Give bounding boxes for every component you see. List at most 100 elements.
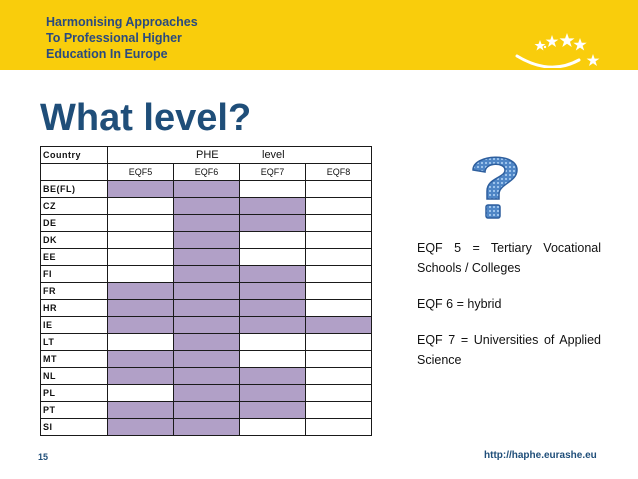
level-cell-eqf7 xyxy=(239,367,306,385)
level-cell-eqf6 xyxy=(173,367,240,385)
level-cell-eqf6 xyxy=(173,316,240,334)
level-cell-eqf7 xyxy=(239,231,306,249)
level-cell-eqf8 xyxy=(305,299,372,317)
banner-line-1: Harmonising Approaches xyxy=(46,15,198,29)
level-cell-eqf6 xyxy=(173,333,240,351)
level-cell-eqf5 xyxy=(107,316,174,334)
banner-line-3: Education In Europe xyxy=(46,47,168,61)
table-row: CZ xyxy=(40,197,372,215)
level-cell-eqf5 xyxy=(107,333,174,351)
country-cell: SI xyxy=(40,418,108,436)
level-cell-eqf7 xyxy=(239,350,306,368)
level-cell-eqf7 xyxy=(239,282,306,300)
level-cell-eqf6 xyxy=(173,214,240,232)
country-cell: IE xyxy=(40,316,108,334)
table-row: FR xyxy=(40,282,372,300)
level-cell-eqf5 xyxy=(107,299,174,317)
level-cell-eqf8 xyxy=(305,316,372,334)
table-header-row: Country PHE level xyxy=(40,146,372,164)
level-cell-eqf8 xyxy=(305,350,372,368)
country-cell: BE(FL) xyxy=(40,180,108,198)
table-row: EE xyxy=(40,248,372,266)
table-row: MT xyxy=(40,350,372,368)
header-eqf5: EQF5 xyxy=(107,163,174,181)
header-banner: Harmonising Approaches To Professional H… xyxy=(0,0,638,70)
level-cell-eqf8 xyxy=(305,401,372,419)
level-cell-eqf5 xyxy=(107,248,174,266)
level-cell-eqf7 xyxy=(239,333,306,351)
table-row: DK xyxy=(40,231,372,249)
footer-url-link[interactable]: http://haphe.eurashe.eu xyxy=(484,450,597,461)
country-cell: PT xyxy=(40,401,108,419)
header-phe-level: PHE level xyxy=(107,146,372,164)
level-cell-eqf6 xyxy=(173,197,240,215)
country-cell: EE xyxy=(40,248,108,266)
legend-eqf7: EQF 7 = Universities of Applied Science xyxy=(417,333,601,367)
eqf-legend: EQF 5 = Tertiary Vocational Schools / Co… xyxy=(417,238,601,386)
table-row: PT xyxy=(40,401,372,419)
page-number: 15 xyxy=(38,452,49,462)
level-cell-eqf7 xyxy=(239,248,306,266)
table-row: LT xyxy=(40,333,372,351)
country-cell: CZ xyxy=(40,197,108,215)
level-cell-eqf8 xyxy=(305,180,372,198)
country-cell: FR xyxy=(40,282,108,300)
header-eqf8: EQF8 xyxy=(305,163,372,181)
slide-title: What level? xyxy=(40,97,252,139)
level-cell-eqf5 xyxy=(107,350,174,368)
level-cell-eqf6 xyxy=(173,350,240,368)
level-cell-eqf5 xyxy=(107,180,174,198)
banner-line-2: To Professional Higher xyxy=(46,31,182,45)
level-cell-eqf6 xyxy=(173,180,240,198)
level-cell-eqf5 xyxy=(107,231,174,249)
table-row: SI xyxy=(40,418,372,436)
level-cell-eqf6 xyxy=(173,299,240,317)
legend-eqf5: EQF 5 = Tertiary Vocational Schools / Co… xyxy=(417,241,601,275)
country-cell: LT xyxy=(40,333,108,351)
subheader-blank xyxy=(40,163,108,181)
level-cell-eqf8 xyxy=(305,282,372,300)
banner-title: Harmonising Approaches To Professional H… xyxy=(46,14,306,62)
level-cell-eqf5 xyxy=(107,367,174,385)
level-cell-eqf6 xyxy=(173,265,240,283)
level-cell-eqf6 xyxy=(173,231,240,249)
level-cell-eqf8 xyxy=(305,367,372,385)
table-row: FI xyxy=(40,265,372,283)
level-cell-eqf8 xyxy=(305,265,372,283)
table-row: IE xyxy=(40,316,372,334)
level-cell-eqf7 xyxy=(239,214,306,232)
level-cell-eqf5 xyxy=(107,265,174,283)
header-eqf6: EQF6 xyxy=(173,163,240,181)
header-country: Country xyxy=(40,146,108,164)
table-row: DE xyxy=(40,214,372,232)
level-cell-eqf8 xyxy=(305,333,372,351)
level-cell-eqf7 xyxy=(239,180,306,198)
level-cell-eqf5 xyxy=(107,197,174,215)
level-cell-eqf8 xyxy=(305,248,372,266)
header-eqf7: EQF7 xyxy=(239,163,306,181)
country-cell: DE xyxy=(40,214,108,232)
country-cell: FI xyxy=(40,265,108,283)
legend-eqf6: EQF 6 = hybrid xyxy=(417,297,502,311)
level-cell-eqf7 xyxy=(239,265,306,283)
level-cell-eqf5 xyxy=(107,282,174,300)
header-level-label: level xyxy=(262,149,285,161)
table-row: BE(FL) xyxy=(40,180,372,198)
level-cell-eqf8 xyxy=(305,231,372,249)
question-mark-icon xyxy=(472,156,518,219)
level-cell-eqf8 xyxy=(305,214,372,232)
level-cell-eqf7 xyxy=(239,316,306,334)
level-cell-eqf6 xyxy=(173,418,240,436)
level-cell-eqf7 xyxy=(239,197,306,215)
level-cell-eqf8 xyxy=(305,418,372,436)
level-cell-eqf5 xyxy=(107,384,174,402)
eu-stars-icon xyxy=(515,33,600,68)
table-row: HR xyxy=(40,299,372,317)
country-cell: PL xyxy=(40,384,108,402)
country-cell: MT xyxy=(40,350,108,368)
level-cell-eqf7 xyxy=(239,299,306,317)
level-cell-eqf7 xyxy=(239,401,306,419)
table-row: NL xyxy=(40,367,372,385)
country-cell: DK xyxy=(40,231,108,249)
level-cell-eqf5 xyxy=(107,214,174,232)
